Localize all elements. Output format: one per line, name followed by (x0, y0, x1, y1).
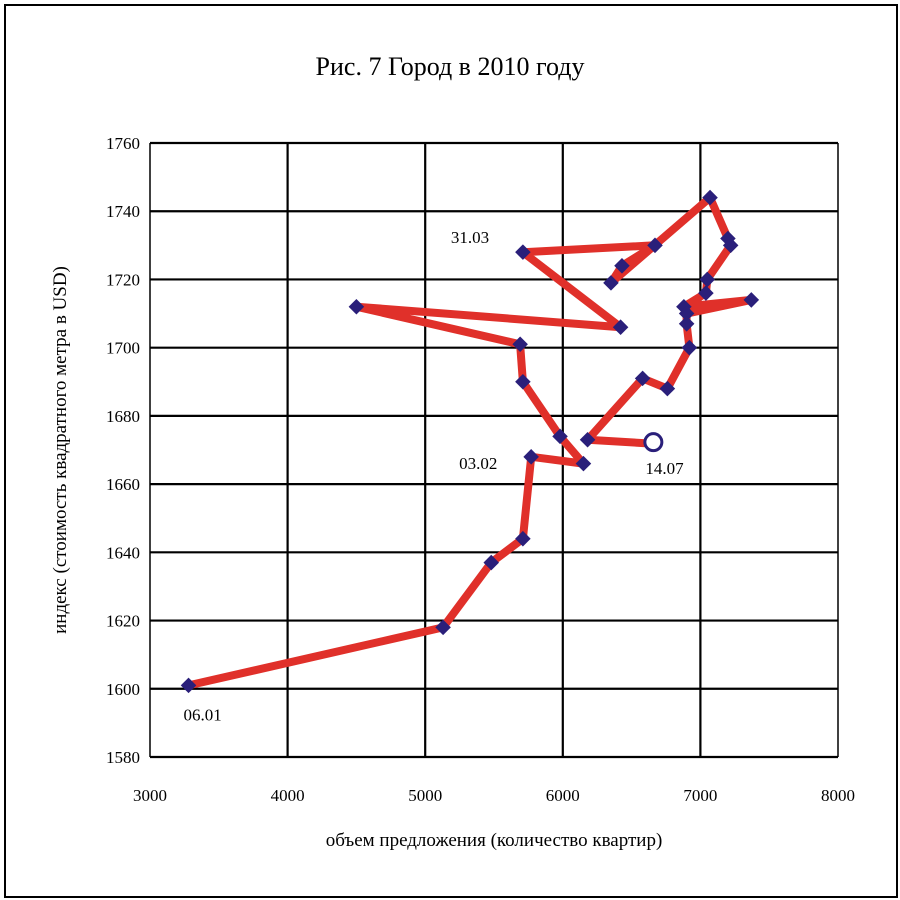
y-tick-label: 1640 (106, 543, 140, 562)
y-axis-label: индекс (стоимость квадратного метра в US… (50, 266, 71, 634)
y-tick-label: 1600 (106, 680, 140, 699)
series-marker (512, 336, 528, 353)
annotation-label: 03.02 (459, 454, 497, 473)
annotation-label: 31.03 (451, 228, 489, 247)
chart-frame (4, 4, 898, 898)
x-tick-label: 8000 (821, 786, 855, 805)
y-tick-label: 1720 (106, 270, 140, 289)
series-line-layer (184, 193, 756, 690)
x-tick-label: 5000 (408, 786, 442, 805)
y-tick-label: 1700 (106, 339, 140, 358)
grid-lines (149, 141, 839, 759)
y-tick-label: 1760 (106, 134, 140, 153)
x-tick-label: 3000 (133, 786, 167, 805)
y-tick-label: 1620 (106, 612, 140, 631)
series-marker (678, 316, 695, 332)
x-axis-label: объем предложения (количество квартир) (326, 830, 663, 851)
annotation-label: 06.01 (184, 705, 222, 724)
series-marker (647, 237, 663, 254)
series-marker (515, 530, 531, 547)
annotations: 06.01 03.02 31.03 14.07 (184, 228, 685, 724)
series-end-marker (643, 432, 664, 453)
y-tick-label: 1680 (106, 407, 140, 426)
series-marker (180, 677, 197, 694)
series-marker (523, 449, 539, 465)
x-tick-label: 4000 (271, 786, 305, 805)
series-marker (702, 189, 718, 206)
series-line (184, 193, 756, 690)
annotation-label: 14.07 (645, 459, 684, 478)
x-tick-label: 6000 (546, 786, 580, 805)
x-tick-label: 7000 (683, 786, 717, 805)
y-tick-label: 1660 (106, 475, 140, 494)
chart-title: Рис. 7 Город в 2010 году (315, 52, 585, 81)
series-marker (722, 237, 739, 254)
series-marker (743, 292, 760, 308)
tick-labels: 3000 4000 5000 6000 7000 8000 1580 1600 1620 1640… (106, 134, 855, 805)
series-marker-layer (180, 189, 760, 694)
y-tick-label: 1740 (106, 202, 140, 221)
series-marker (348, 298, 365, 315)
y-tick-label: 1580 (106, 748, 140, 767)
